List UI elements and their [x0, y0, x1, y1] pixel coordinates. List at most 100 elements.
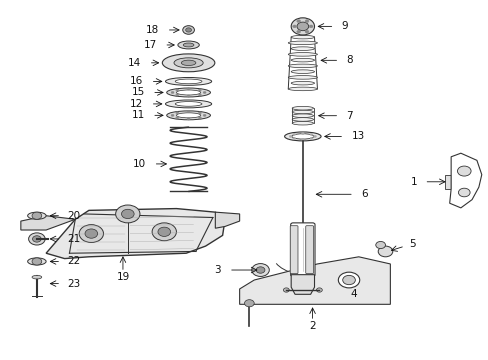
Circle shape	[152, 223, 176, 241]
Text: 19: 19	[116, 272, 129, 282]
Circle shape	[187, 88, 190, 90]
Text: 13: 13	[351, 131, 364, 141]
Polygon shape	[449, 153, 481, 208]
Ellipse shape	[28, 258, 46, 265]
Text: 20: 20	[67, 211, 80, 221]
Circle shape	[198, 117, 201, 119]
Ellipse shape	[162, 54, 214, 72]
Circle shape	[288, 135, 291, 138]
Ellipse shape	[290, 70, 314, 73]
Text: 12: 12	[130, 99, 143, 109]
Circle shape	[32, 258, 41, 265]
Circle shape	[185, 28, 191, 32]
Text: 3: 3	[214, 265, 220, 275]
Circle shape	[305, 30, 308, 33]
Circle shape	[29, 233, 45, 245]
Ellipse shape	[165, 100, 211, 108]
Polygon shape	[215, 212, 239, 228]
Circle shape	[305, 20, 308, 23]
Circle shape	[283, 288, 288, 292]
Ellipse shape	[291, 114, 313, 117]
Circle shape	[292, 25, 296, 28]
Circle shape	[198, 112, 201, 114]
Text: 22: 22	[67, 256, 80, 266]
Ellipse shape	[291, 110, 313, 114]
Ellipse shape	[291, 134, 313, 139]
Ellipse shape	[287, 41, 317, 45]
Circle shape	[244, 300, 254, 307]
Text: 16: 16	[130, 76, 143, 86]
Circle shape	[296, 22, 308, 31]
Text: 23: 23	[67, 279, 80, 289]
Ellipse shape	[291, 107, 313, 110]
Text: 1: 1	[409, 177, 416, 187]
Circle shape	[313, 135, 316, 138]
Circle shape	[301, 132, 304, 135]
Ellipse shape	[165, 77, 211, 85]
Text: 18: 18	[146, 25, 159, 35]
Circle shape	[309, 133, 312, 135]
Circle shape	[342, 275, 355, 285]
Ellipse shape	[28, 212, 46, 219]
Circle shape	[79, 225, 103, 243]
Ellipse shape	[181, 60, 196, 66]
Circle shape	[292, 138, 295, 140]
Circle shape	[296, 20, 300, 23]
Circle shape	[32, 212, 41, 219]
Polygon shape	[290, 275, 314, 294]
FancyBboxPatch shape	[305, 226, 313, 274]
Polygon shape	[46, 208, 224, 258]
Circle shape	[183, 26, 194, 34]
Ellipse shape	[32, 275, 41, 279]
Ellipse shape	[290, 47, 314, 50]
Ellipse shape	[175, 102, 202, 106]
Circle shape	[308, 25, 312, 28]
Ellipse shape	[174, 58, 203, 68]
Circle shape	[175, 89, 178, 91]
Text: 10: 10	[133, 159, 146, 169]
Text: 14: 14	[128, 58, 141, 68]
Circle shape	[203, 91, 205, 94]
Ellipse shape	[178, 41, 199, 49]
Ellipse shape	[287, 64, 317, 68]
Circle shape	[187, 111, 190, 113]
Circle shape	[296, 30, 300, 33]
Circle shape	[338, 272, 359, 288]
Text: 7: 7	[346, 111, 352, 121]
Circle shape	[198, 89, 201, 91]
Circle shape	[292, 133, 295, 135]
Circle shape	[290, 18, 314, 35]
FancyBboxPatch shape	[290, 223, 314, 276]
Text: 4: 4	[350, 289, 356, 298]
Circle shape	[316, 288, 322, 292]
Circle shape	[458, 188, 469, 197]
Circle shape	[158, 227, 170, 237]
Polygon shape	[239, 257, 389, 304]
Circle shape	[203, 114, 205, 116]
Ellipse shape	[166, 88, 210, 97]
Text: 8: 8	[346, 55, 352, 65]
Circle shape	[175, 94, 178, 96]
Text: 17: 17	[143, 40, 157, 50]
Polygon shape	[444, 175, 450, 189]
Circle shape	[375, 242, 385, 249]
Circle shape	[116, 205, 140, 223]
Ellipse shape	[290, 58, 314, 62]
Text: 21: 21	[67, 234, 80, 244]
Ellipse shape	[287, 87, 317, 91]
Ellipse shape	[284, 132, 321, 141]
Text: 15: 15	[131, 87, 144, 98]
Circle shape	[198, 94, 201, 96]
Ellipse shape	[290, 35, 314, 39]
Circle shape	[187, 118, 190, 120]
Polygon shape	[21, 216, 75, 230]
Ellipse shape	[176, 90, 201, 95]
Circle shape	[171, 114, 174, 116]
Circle shape	[187, 95, 190, 97]
Circle shape	[377, 246, 392, 257]
Circle shape	[171, 91, 174, 94]
Circle shape	[251, 264, 269, 276]
Ellipse shape	[291, 118, 313, 121]
Text: 6: 6	[361, 189, 367, 199]
Circle shape	[301, 138, 304, 140]
